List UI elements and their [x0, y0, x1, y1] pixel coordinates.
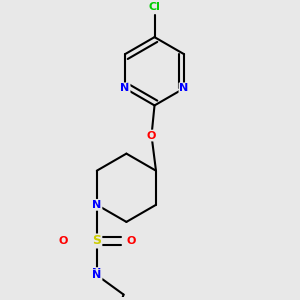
- Text: N: N: [92, 200, 101, 210]
- Text: N: N: [92, 270, 101, 280]
- Text: O: O: [147, 130, 156, 140]
- Text: S: S: [92, 235, 101, 248]
- Text: N: N: [120, 83, 130, 93]
- Text: O: O: [126, 236, 136, 246]
- Text: O: O: [58, 236, 68, 246]
- Text: N: N: [179, 83, 189, 93]
- Text: Cl: Cl: [148, 2, 160, 12]
- Text: N: N: [92, 268, 101, 278]
